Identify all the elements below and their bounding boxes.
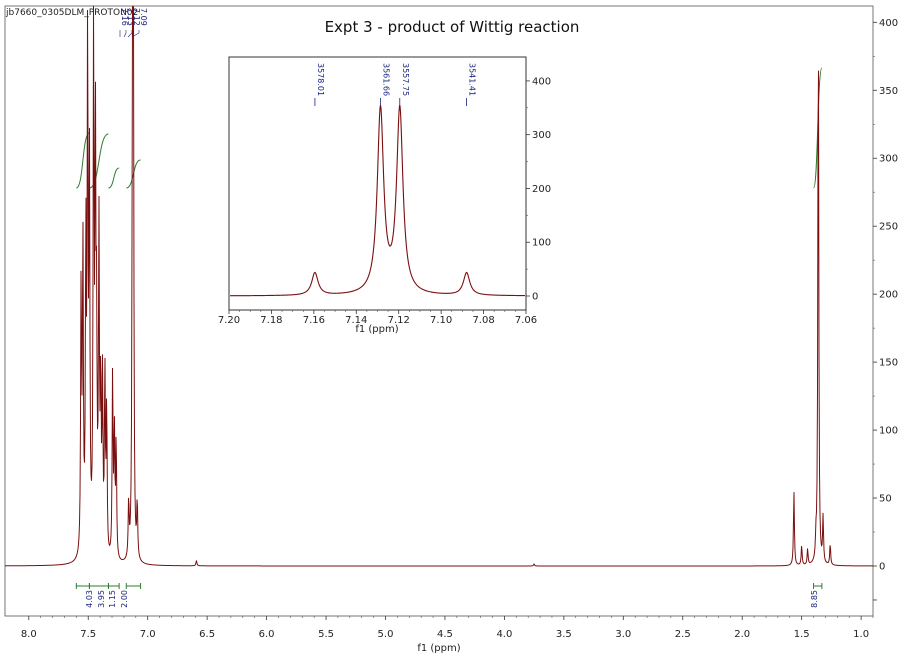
x-tick-label: 1.0 — [853, 629, 869, 640]
inset-x-tick-label: 7.18 — [260, 315, 282, 326]
y-tick-label: 300 — [879, 154, 898, 165]
inset-x-tick-label: 7.16 — [303, 315, 325, 326]
x-tick-label: 2.0 — [734, 629, 750, 640]
inset-y-tick-label: 100 — [532, 238, 551, 249]
x-tick-label: 6.0 — [259, 629, 275, 640]
x-tick-label: 4.0 — [496, 629, 512, 640]
peak-label: 7.09 — [139, 8, 148, 26]
inset-y-tick-label: 0 — [532, 292, 538, 303]
file-label: jb7660_0305DLM_PROTON02 — [5, 8, 138, 18]
inset-x-tick-label: 7.20 — [218, 315, 240, 326]
y-tick-label: 50 — [879, 494, 892, 505]
integral-value: 2.00 — [120, 590, 129, 608]
inset-y-tick-label: 200 — [532, 184, 551, 195]
y-tick-label: 400 — [879, 18, 898, 29]
y-tick-label: 200 — [879, 290, 898, 301]
inset-peak-label: 3557.75 — [401, 63, 410, 96]
integral-value: 3.95 — [97, 590, 106, 608]
x-tick-label: 8.0 — [21, 629, 37, 640]
y-tick-label: 100 — [879, 426, 898, 437]
x-tick-label: 5.0 — [378, 629, 394, 640]
integral-value: 8.85 — [810, 590, 819, 608]
main-spectrum-line — [5, 5, 873, 567]
main-x-axis-label: f1 (ppm) — [417, 643, 460, 654]
x-tick-label: 3.0 — [615, 629, 631, 640]
inset-x-axis-label: f1 (ppm) — [355, 324, 398, 335]
inset-axes: 7.20 7.18 7.16 7.14 7.12 7.10 7.08 7.06 0 100 200 3… — [218, 76, 551, 326]
integral-value: 4.03 — [85, 590, 94, 608]
inset-peak-label: 3578.01 — [316, 63, 325, 96]
integral-curve — [108, 167, 120, 189]
peak-label: 7.16 — [120, 8, 129, 26]
inset-peak-label: 3541.41 — [468, 63, 477, 96]
y-tick-label: 0 — [879, 562, 885, 573]
inset-x-tick-label: 7.06 — [515, 315, 537, 326]
x-tick-label: 7.5 — [80, 629, 96, 640]
integral-value: 1.15 — [108, 590, 117, 608]
peak-label: 7.12 — [132, 8, 141, 26]
inset-y-tick-label: 400 — [532, 76, 551, 87]
x-tick-label: 2.5 — [675, 629, 691, 640]
inset-peak-label: 3561.66 — [381, 63, 390, 96]
y-tick-label: 350 — [879, 86, 898, 97]
main-axes: 8.0 7.5 7.0 6.5 6.0 5.5 5.0 4.5 4.0 3.5 3.0 2.5 2.0 1… — [21, 18, 898, 640]
x-tick-label: 5.5 — [318, 629, 334, 640]
inset-x-tick-label: 7.14 — [345, 315, 367, 326]
main-plot-frame — [4, 5, 874, 617]
y-tick-label: 150 — [879, 358, 898, 369]
x-tick-label: 3.5 — [556, 629, 572, 640]
inset-x-tick-label: 7.12 — [388, 315, 410, 326]
inset-spectrum-line — [230, 104, 526, 297]
y-tick-label: 250 — [879, 222, 898, 233]
chart-title: Expt 3 - product of Wittig reaction — [325, 18, 580, 36]
x-tick-label: 1.5 — [794, 629, 810, 640]
integral-curve — [89, 133, 109, 189]
peak-label: 7.13 — [126, 8, 135, 26]
x-tick-label: 4.5 — [437, 629, 453, 640]
inset-y-tick-label: 300 — [532, 130, 551, 141]
inset-peak-labels: 3578.01 3561.66 3557.75 3541.41 — [314, 63, 477, 106]
peak-connector — [123, 30, 127, 38]
inset-x-tick-label: 7.10 — [430, 315, 452, 326]
inset-x-tick-label: 7.08 — [472, 315, 494, 326]
x-tick-label: 7.0 — [140, 629, 156, 640]
x-tick-label: 6.5 — [199, 629, 215, 640]
peak-connector — [131, 30, 140, 38]
